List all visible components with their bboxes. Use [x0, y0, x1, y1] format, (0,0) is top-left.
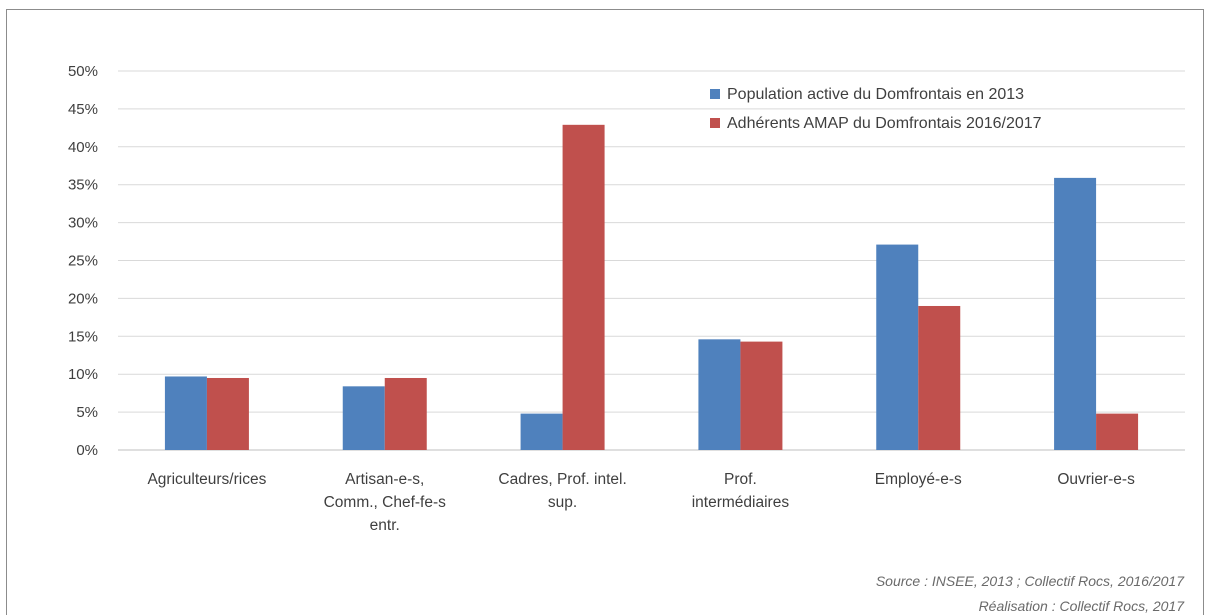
x-tick-label: entr.	[370, 517, 400, 534]
bar-adherents	[562, 124, 605, 451]
x-tick-label: intermédiaires	[692, 494, 790, 511]
x-axis-ticks: Agriculteurs/rices Artisan-e-s, Comm., Che…	[147, 471, 1135, 534]
x-tick-label: Cadres, Prof. intel.	[498, 471, 626, 488]
y-tick-label: 40%	[68, 139, 98, 156]
bar-adherents	[918, 305, 961, 450]
bar-adherents	[1096, 413, 1139, 450]
chart-frame	[6, 9, 1204, 615]
y-tick-label: 5%	[76, 404, 98, 421]
source-line-2: Réalisation : Collectif Rocs, 2017	[978, 598, 1184, 614]
source-line-1: Source : INSEE, 2013 ; Collectif Rocs, 2…	[875, 573, 1184, 589]
y-tick-label: 45%	[68, 101, 98, 118]
x-tick-label: Prof.	[724, 471, 757, 488]
bar-population	[876, 244, 919, 450]
y-tick-label: 15%	[68, 328, 98, 345]
y-tick-label: 30%	[68, 215, 98, 232]
legend: Population active du Domfrontais en 2013…	[710, 86, 1042, 132]
bar-adherents	[384, 377, 427, 450]
x-tick-label: Agriculteurs/rices	[147, 471, 266, 488]
legend-label: Population active du Domfrontais en 2013	[727, 86, 1024, 103]
x-tick-label: Comm., Chef-fe-s	[324, 494, 447, 511]
x-tick-label: Employé-e-s	[875, 471, 962, 488]
bars	[164, 124, 1139, 451]
gridlines	[118, 70, 1185, 451]
legend-swatch	[710, 89, 720, 99]
y-axis-ticks: 0% 5% 10% 15% 20% 25% 30% 35% 40% 45% 50%	[68, 63, 98, 459]
x-tick-label: Ouvrier-e-s	[1057, 471, 1135, 488]
x-tick-label: sup.	[548, 494, 577, 511]
y-tick-label: 10%	[68, 366, 98, 383]
bar-population	[342, 386, 385, 450]
legend-swatch	[710, 118, 720, 128]
y-tick-label: 50%	[68, 63, 98, 80]
bar-population	[520, 413, 563, 450]
legend-label: Adhérents AMAP du Domfrontais 2016/2017	[727, 115, 1042, 132]
y-tick-label: 20%	[68, 290, 98, 307]
y-tick-label: 35%	[68, 177, 98, 194]
y-tick-label: 25%	[68, 253, 98, 270]
y-tick-label: 0%	[76, 442, 98, 459]
bar-population	[698, 339, 741, 450]
bar-population	[1054, 177, 1097, 451]
bar-adherents	[206, 377, 249, 450]
x-tick-label: Artisan-e-s,	[345, 471, 424, 488]
bar-population	[164, 376, 207, 450]
bar-adherents	[740, 341, 783, 450]
